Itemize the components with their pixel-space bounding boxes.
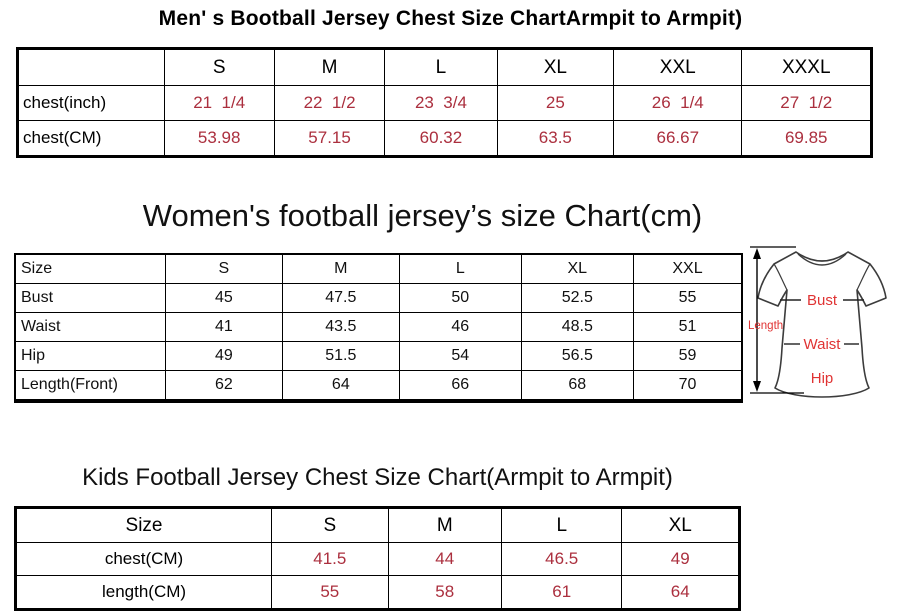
cell-value: 49 <box>621 542 740 576</box>
kids-header-s: S <box>271 507 389 543</box>
row-label: Waist <box>14 312 167 342</box>
women-bust-row: Bust 45 47.5 50 52.5 55 <box>14 283 743 313</box>
cell-value: 46.5 <box>500 542 623 576</box>
cell-value: 53.98 <box>163 120 275 157</box>
women-header-xxl: XXL <box>633 253 743 284</box>
tshirt-icon: Length Bust Waist Hip <box>748 246 887 398</box>
kids-table-header-row: Size S M L XL <box>14 507 740 543</box>
cell-value: 49 <box>165 341 283 371</box>
cell-value: 70 <box>633 370 743 402</box>
cell-value: 58 <box>387 575 502 610</box>
cell-value: 43.5 <box>281 312 401 342</box>
cell-value: 57.15 <box>273 120 386 157</box>
men-table-header-row: S M L XL XXL XXXL <box>17 48 872 86</box>
cell-value: 26 1/4 <box>613 85 743 121</box>
women-length-row: Length(Front) 62 64 66 68 70 <box>14 370 743 402</box>
women-chart-block: Size S M L XL XXL Bust 45 47.5 50 52.5 5… <box>0 246 901 421</box>
kids-chart-title: Kids Football Jersey Chest Size Chart(Ar… <box>82 464 673 491</box>
cell-value: 55 <box>633 283 743 313</box>
women-header-xl: XL <box>520 253 635 284</box>
cell-value: 45 <box>165 283 283 313</box>
cell-value: 59 <box>633 341 743 371</box>
row-label: Hip <box>14 341 167 371</box>
cell-value: 66 <box>399 370 522 402</box>
kids-header-size: Size <box>14 507 273 543</box>
cell-value: 41 <box>165 312 283 342</box>
cell-value: 55 <box>271 575 389 610</box>
cell-value: 47.5 <box>281 283 401 313</box>
cell-value: 48.5 <box>520 312 635 342</box>
men-header-empty <box>17 48 165 86</box>
tshirt-measurement-diagram: Length Bust Waist Hip <box>744 240 901 408</box>
bust-label: Bust <box>807 292 838 309</box>
cell-value: 51 <box>633 312 743 342</box>
row-label: chest(CM) <box>14 542 273 576</box>
waist-label: Waist <box>804 336 842 353</box>
cell-value: 66.67 <box>613 120 743 157</box>
cell-value: 41.5 <box>271 542 389 576</box>
kids-header-xl: XL <box>621 507 740 543</box>
kids-size-table: Size S M L XL chest(CM) 41.5 44 46.5 49 … <box>14 506 741 611</box>
cell-value: 61 <box>500 575 623 610</box>
cell-value: 50 <box>399 283 522 313</box>
women-hip-row: Hip 49 51.5 54 56.5 59 <box>14 341 743 371</box>
row-label: chest(CM) <box>17 120 165 157</box>
women-header-m: M <box>281 253 401 284</box>
women-waist-row: Waist 41 43.5 46 48.5 51 <box>14 312 743 342</box>
cell-value: 21 1/4 <box>163 85 275 121</box>
cell-value: 69.85 <box>741 120 872 157</box>
cell-value: 56.5 <box>520 341 635 371</box>
cell-value: 51.5 <box>281 341 401 371</box>
cell-value: 68 <box>520 370 635 402</box>
kids-length-row: length(CM) 55 58 61 64 <box>14 575 740 610</box>
women-table-header-row: Size S M L XL XXL <box>14 253 743 284</box>
cell-value: 23 3/4 <box>384 85 498 121</box>
men-size-table: S M L XL XXL XXXL chest(inch) 21 1/4 22 … <box>16 47 873 158</box>
cell-value: 25 <box>496 85 615 121</box>
cell-value: 60.32 <box>384 120 498 157</box>
cell-value: 63.5 <box>496 120 615 157</box>
cell-value: 64 <box>281 370 401 402</box>
women-chart-title: Women's football jersey’s size Chart(cm) <box>142 198 703 233</box>
cell-value: 52.5 <box>520 283 635 313</box>
hip-label: Hip <box>811 370 834 387</box>
men-chest-cm-row: chest(CM) 53.98 57.15 60.32 63.5 66.67 6… <box>17 120 872 157</box>
cell-value: 44 <box>387 542 502 576</box>
men-header-xxxl: XXXL <box>741 48 872 86</box>
cell-value: 64 <box>621 575 740 610</box>
kids-header-l: L <box>500 507 623 543</box>
men-header-xxl: XXL <box>613 48 743 86</box>
kids-chest-row: chest(CM) 41.5 44 46.5 49 <box>14 542 740 576</box>
men-header-m: M <box>273 48 386 86</box>
men-chest-inch-row: chest(inch) 21 1/4 22 1/2 23 3/4 25 26 1… <box>17 85 872 121</box>
women-size-table: Size S M L XL XXL Bust 45 47.5 50 52.5 5… <box>14 253 743 403</box>
row-label: length(CM) <box>14 575 273 610</box>
women-header-size: Size <box>14 253 167 284</box>
cell-value: 62 <box>165 370 283 402</box>
men-chart-title: Men' s Bootball Jersey Chest Size ChartA… <box>158 7 743 30</box>
cell-value: 54 <box>399 341 522 371</box>
kids-header-m: M <box>387 507 502 543</box>
row-label: chest(inch) <box>17 85 165 121</box>
men-header-l: L <box>384 48 498 86</box>
women-header-s: S <box>165 253 283 284</box>
men-header-xl: XL <box>496 48 615 86</box>
row-label: Length(Front) <box>14 370 167 402</box>
row-label: Bust <box>14 283 167 313</box>
women-header-l: L <box>399 253 522 284</box>
cell-value: 27 1/2 <box>741 85 872 121</box>
length-label: Length <box>748 320 783 332</box>
cell-value: 46 <box>399 312 522 342</box>
cell-value: 22 1/2 <box>273 85 386 121</box>
men-header-s: S <box>163 48 275 86</box>
